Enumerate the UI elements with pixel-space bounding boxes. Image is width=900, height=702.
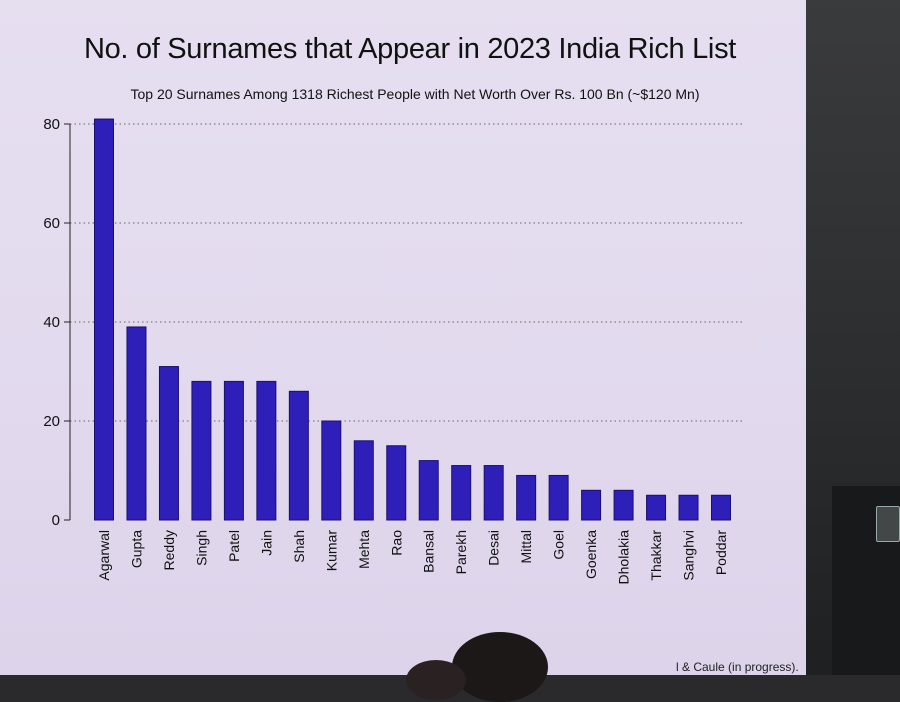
x-tick-label: Goenka: [583, 530, 599, 579]
footer-citation: l & Caule (in progress).: [676, 660, 799, 674]
bar-dholakia: [613, 489, 634, 521]
audience-head: [452, 632, 548, 702]
desk-silhouette: [832, 486, 900, 675]
y-tick-label: 60: [43, 215, 60, 232]
bar-gupta: [126, 326, 147, 521]
x-tick-label: Mehta: [356, 530, 372, 569]
x-tick-label: Dholakia: [616, 530, 632, 585]
water-glass: [876, 506, 900, 542]
x-tick-label: Rao: [388, 530, 404, 556]
x-tick-label: Sanghvi: [681, 530, 697, 581]
y-tick-label: 0: [52, 512, 60, 529]
x-tick-label: Reddy: [161, 530, 177, 570]
x-tick-label: Singh: [193, 530, 209, 566]
bar-singh: [191, 380, 212, 521]
bar-chart: 0 20 40 60 80 Agarwal Gupta Reddy Singh Patel Jain…: [43, 116, 745, 585]
bar-agarwal: [94, 118, 114, 521]
x-tick-label: Desai: [486, 530, 502, 566]
x-tick-label: Gupta: [128, 530, 144, 568]
bar-thakkar: [646, 494, 667, 521]
x-tick-label: Bansal: [421, 530, 437, 573]
chart-subtitle: Top 20 Surnames Among 1318 Richest Peopl…: [130, 86, 700, 102]
bar-goenka: [581, 489, 602, 521]
y-tick-label: 80: [43, 116, 60, 133]
bar-mehta: [353, 440, 374, 521]
x-tick-label: Kumar: [323, 530, 339, 572]
x-tick-label: Jain: [258, 530, 274, 556]
bar-bansal: [418, 460, 439, 521]
bar-rao: [386, 445, 407, 521]
x-tick-label: Patel: [226, 530, 242, 562]
bar-shah: [288, 390, 309, 521]
y-tick-label: 20: [43, 413, 60, 430]
x-tick-label: Parekh: [453, 530, 469, 574]
y-tick-label: 40: [43, 314, 60, 331]
bar-parekh: [451, 465, 472, 521]
x-tick-label: Thakkar: [648, 530, 664, 581]
bar-patel: [223, 380, 244, 521]
bar-desai: [483, 465, 504, 521]
bar-sanghvi: [678, 494, 699, 521]
audience-head-2: [406, 660, 466, 700]
x-tick-label: Shah: [291, 530, 307, 563]
bar-poddar: [711, 494, 731, 521]
bar-jain: [256, 380, 277, 521]
x-tick-label: Agarwal: [96, 530, 112, 581]
chart-title: No. of Surnames that Appear in 2023 Indi…: [83, 33, 737, 65]
x-tick-label: Mittal: [518, 530, 534, 563]
bar-reddy: [158, 366, 179, 521]
x-tick-label: Poddar: [713, 530, 729, 575]
x-tick-label: Goel: [551, 530, 567, 560]
bar-kumar: [321, 420, 342, 521]
bar-goel: [548, 474, 569, 521]
bar-mittal: [516, 474, 537, 521]
